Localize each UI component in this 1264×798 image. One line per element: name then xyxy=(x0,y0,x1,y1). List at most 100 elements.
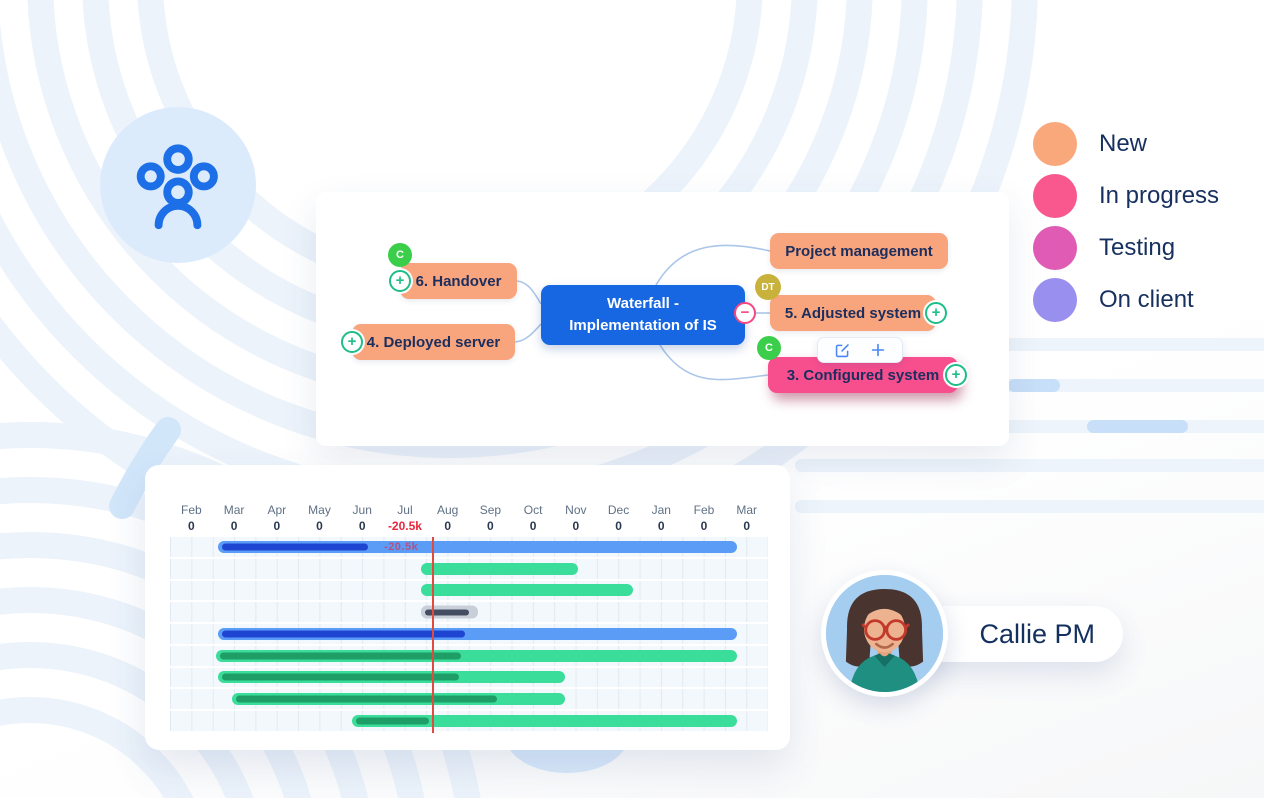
legend-label: Testing xyxy=(1099,234,1176,261)
gantt-month-label: May xyxy=(308,503,331,517)
gantt-value-label: 0 xyxy=(700,519,708,533)
mindmap-connectors xyxy=(514,244,771,381)
gantt-month-label: Apr xyxy=(267,503,287,517)
add-child-button[interactable]: + xyxy=(945,364,967,386)
gantt-today-line xyxy=(431,537,434,733)
edit-icon[interactable] xyxy=(832,340,852,360)
gantt-task-progress xyxy=(355,717,429,725)
gantt-task-bar[interactable] xyxy=(217,627,738,640)
team-icon-badge xyxy=(100,107,256,263)
status-badge-c: C xyxy=(757,336,781,360)
mindmap-node-handover[interactable]: 6. Handover xyxy=(400,263,517,299)
gantt-task-bar[interactable] xyxy=(420,605,478,619)
gantt-value-label: 0 xyxy=(529,519,537,533)
gantt-row xyxy=(170,711,768,733)
gantt-month-label: Mar xyxy=(223,503,245,517)
gantt-cost-label: -20.5k xyxy=(384,540,419,553)
bg-stripe-pill xyxy=(1087,420,1188,433)
legend-swatch-testing xyxy=(1033,226,1077,270)
gantt-task-bar[interactable] xyxy=(421,584,634,597)
legend-item: Testing xyxy=(1033,226,1219,270)
bg-stripe xyxy=(795,459,1264,472)
gantt-task-bar[interactable] xyxy=(217,540,738,553)
gantt-value-label: 0 xyxy=(615,519,622,533)
gantt-value-header: 0 0 0 0 0 -20.5k 0 0 0 0 0 0 0 0 xyxy=(170,519,768,537)
gantt-month-label: Feb xyxy=(181,503,202,517)
gantt-month-label: Oct xyxy=(523,503,543,517)
legend-swatch-new xyxy=(1033,122,1077,166)
status-legend: New In progress Testing On client xyxy=(1033,122,1219,330)
gantt-month-label: Jan xyxy=(651,503,671,517)
gantt-row xyxy=(170,668,768,690)
gantt-row xyxy=(170,559,768,581)
gantt-value-label: 0 xyxy=(230,519,238,533)
gantt-value-label: 0 xyxy=(487,519,494,533)
legend-label: In progress xyxy=(1099,182,1220,209)
mindmap-node-project-management[interactable]: Project management xyxy=(770,233,948,269)
team-icon xyxy=(136,144,218,230)
gantt-task-bar[interactable] xyxy=(217,671,566,684)
gantt-value-label: 0 xyxy=(358,519,366,533)
gantt-row xyxy=(170,602,768,625)
mindmap-center-node[interactable]: Waterfall - Implementation of IS xyxy=(541,285,745,345)
gantt-task-progress xyxy=(221,543,369,551)
gantt-row: -20.5k xyxy=(170,537,768,559)
mindmap-node-deployed-server[interactable]: 4. Deployed server xyxy=(352,324,515,360)
status-badge-dt: DT xyxy=(755,274,781,300)
gantt-task-progress xyxy=(221,630,465,638)
center-node-line1: Waterfall - xyxy=(607,295,679,312)
gantt-table: Feb Mar Apr May Jun Jul Aug Sep Oct Nov Dec Jan Feb M… xyxy=(170,503,768,733)
avatar-illustration xyxy=(826,575,943,692)
gantt-month-label: Aug xyxy=(436,503,459,517)
gantt-value-label: 0 xyxy=(572,519,580,533)
mindmap-node-configured-system[interactable]: 3. Configured system xyxy=(768,357,958,393)
gantt-row xyxy=(170,646,768,668)
gantt-month-label: Jul xyxy=(397,503,413,517)
gantt-task-progress xyxy=(221,673,459,681)
add-child-button[interactable]: + xyxy=(925,302,947,324)
gantt-task-progress xyxy=(220,652,461,660)
gantt-task-progress xyxy=(235,695,497,703)
legend-swatch-on-client xyxy=(1033,278,1077,322)
gantt-month-header: Feb Mar Apr May Jun Jul Aug Sep Oct Nov Dec Jan Feb M… xyxy=(170,503,768,519)
gantt-value-label: 0 xyxy=(444,519,452,533)
gantt-value-label: 0 xyxy=(273,519,281,533)
gantt-task-bar[interactable] xyxy=(351,715,738,727)
legend-label: New xyxy=(1099,130,1148,157)
center-node-line2: Implementation of IS xyxy=(569,317,717,334)
gantt-body: -20.5k xyxy=(170,537,768,733)
legend-swatch-in-progress xyxy=(1033,174,1077,218)
legend-item: On client xyxy=(1033,278,1219,322)
gantt-task-bar[interactable] xyxy=(216,649,738,662)
add-child-button[interactable]: + xyxy=(341,331,363,353)
gantt-row xyxy=(170,624,768,646)
gantt-row xyxy=(170,581,768,603)
gantt-month-label: Jun xyxy=(352,503,372,517)
gantt-month-label: Mar xyxy=(736,503,758,517)
gantt-value-label: 0 xyxy=(743,519,751,533)
legend-item: New xyxy=(1033,122,1219,166)
plus-icon[interactable] xyxy=(868,340,888,360)
mindmap-node-adjusted-system[interactable]: 5. Adjusted system xyxy=(770,295,936,331)
gantt-value-label: -20.5k xyxy=(387,519,422,533)
node-toolbar xyxy=(817,337,903,363)
gantt-value-label: 0 xyxy=(188,519,195,533)
gantt-row xyxy=(170,689,768,712)
gantt-month-label: Sep xyxy=(479,503,502,517)
gantt-month-label: Nov xyxy=(565,503,587,517)
mindmap-card: Waterfall - Implementation of IS − 6. Ha… xyxy=(316,192,1009,446)
add-child-button[interactable]: + xyxy=(389,270,411,292)
status-badge-c: C xyxy=(388,243,412,267)
bg-stripe xyxy=(795,500,1264,513)
legend-label: On client xyxy=(1099,286,1194,313)
gantt-task-bar[interactable] xyxy=(231,693,566,706)
collapse-button[interactable]: − xyxy=(734,302,756,324)
bg-stripe-pill xyxy=(1008,379,1060,392)
user-avatar xyxy=(821,570,948,697)
legend-item: In progress xyxy=(1033,174,1219,218)
gantt-value-label: 0 xyxy=(657,519,665,533)
gantt-chart-card: Feb Mar Apr May Jun Jul Aug Sep Oct Nov Dec Jan Feb M… xyxy=(145,465,790,750)
gantt-month-label: Dec xyxy=(607,503,630,517)
gantt-task-bar[interactable] xyxy=(421,562,578,575)
